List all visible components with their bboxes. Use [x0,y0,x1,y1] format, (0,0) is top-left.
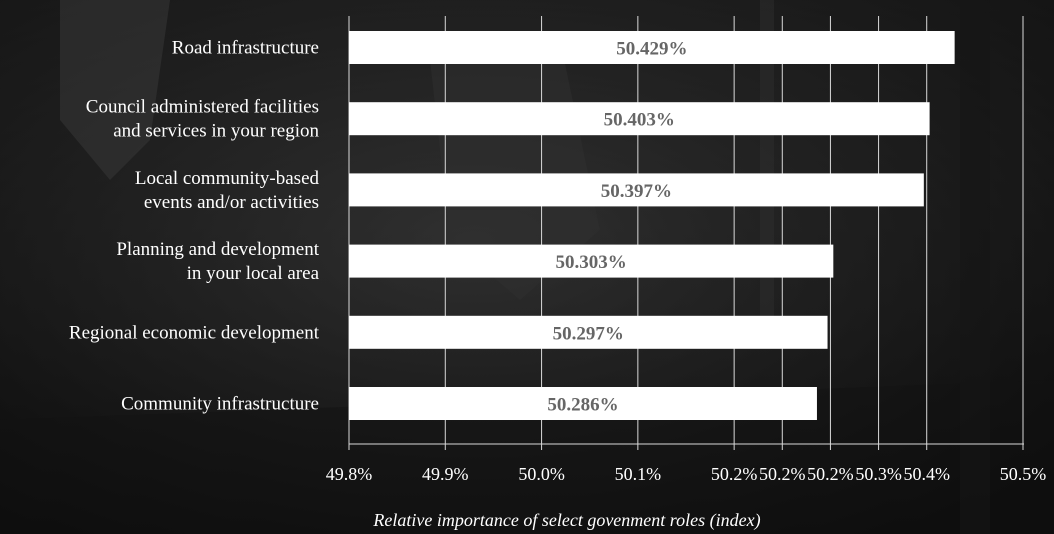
x-tick-label: 50.2% [711,464,758,484]
x-tick-label: 50.2% [807,464,854,484]
x-axis: 49.8% 49.9% 50.0% 50.1% 50.2% 50.2% 50.2% 50.3%… [326,443,1047,484]
bars [349,31,955,420]
data-label: 50.286% [547,395,618,416]
bar [349,315,828,349]
category-label: Community infrastructure [121,394,319,415]
category-label: Planning and development in your local ar… [116,239,319,284]
category-label: Local community-based events and/or activ… [135,168,320,213]
bar [349,173,924,207]
x-tick-label: 49.9% [422,464,469,484]
x-tick-label: 50.3% [855,464,902,484]
x-tick-label: 49.8% [326,464,373,484]
data-label: 50.297% [553,323,624,344]
x-axis-title: Relative importance of select govenment … [372,510,760,531]
bar [349,244,834,278]
bar [349,387,817,420]
data-label: 50.303% [556,252,627,273]
category-label: Road infrastructure [172,38,319,59]
data-label: 50.403% [604,110,675,131]
category-label: Council administered facilities and servi… [86,97,320,142]
data-labels: 50.429% 50.403% 50.397% 50.303% 50.297% 50.28… [547,39,687,416]
x-tick-label: 50.4% [903,464,950,484]
x-tick-label: 50.2% [759,464,806,484]
bar [349,102,930,136]
x-tick-label: 50.1% [615,464,662,484]
data-label: 50.429% [616,39,687,60]
category-label: Regional economic development [69,322,320,343]
category-labels: Road infrastructure Council administered … [69,38,320,415]
grid-lines [348,16,1024,450]
data-label: 50.397% [601,181,672,202]
x-tick-label: 50.5% [1000,464,1047,484]
x-tick-label: 50.0% [518,464,565,484]
bar [349,31,955,64]
